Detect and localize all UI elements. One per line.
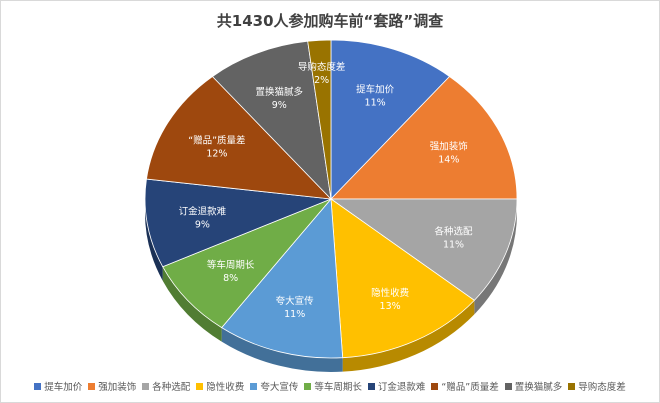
pie-slice-4 xyxy=(330,198,475,359)
legend-item: 各种选配 xyxy=(142,379,190,393)
legend-label: 各种选配 xyxy=(152,382,191,393)
chart-title: 共1430人参加购车前“套路”调查 xyxy=(216,12,444,30)
slice-value-label-3: 11% xyxy=(443,240,464,251)
pie-slice-8 xyxy=(146,75,333,200)
slice-category-label-6: 等车周期长 xyxy=(207,259,255,271)
slice-value-label-6: 8% xyxy=(223,273,238,284)
pie-slice-5 xyxy=(221,197,344,359)
pie-side-walls xyxy=(145,199,517,372)
legend-item: 夸大宣传 xyxy=(250,379,298,393)
legend-swatch xyxy=(304,382,312,390)
slice-category-label-5: 夸大宣传 xyxy=(276,295,315,307)
pie-side-6 xyxy=(162,266,222,342)
pie-slice-9 xyxy=(211,40,332,201)
legend-item: 等车周期长 xyxy=(304,379,362,393)
legend-item: “赠品”质量差 xyxy=(431,379,499,393)
legend-swatch xyxy=(142,382,150,390)
pie-slice-1 xyxy=(330,39,451,200)
pie-slice-2 xyxy=(330,75,518,200)
slice-category-label-4: 隐性收费 xyxy=(371,287,409,299)
legend-item: 提车加价 xyxy=(34,379,82,393)
slice-value-label-5: 11% xyxy=(284,309,305,320)
legend-swatch xyxy=(568,382,576,390)
legend-item: 导购态度差 xyxy=(568,379,626,393)
legend-label: 订金退款难 xyxy=(377,382,426,393)
legend-swatch xyxy=(250,382,258,390)
pie-slice-3 xyxy=(329,198,518,301)
pie-slice-7 xyxy=(144,178,332,268)
slice-category-label-7: 订金退款难 xyxy=(179,205,227,217)
legend-label: 等车周期长 xyxy=(314,382,362,393)
slice-value-label-7: 9% xyxy=(195,219,210,230)
slice-category-label-3: 各种选配 xyxy=(434,226,473,238)
legend-swatch xyxy=(367,382,375,390)
pie-slice-10 xyxy=(307,39,332,200)
legend-label: 提车加价 xyxy=(44,382,83,393)
legend-swatch xyxy=(196,382,204,390)
slice-category-label-9: 置换猫腻多 xyxy=(256,86,304,98)
slice-value-label-2: 14% xyxy=(438,155,459,166)
slice-value-label-4: 13% xyxy=(380,301,401,312)
slice-value-label-8: 12% xyxy=(206,148,227,159)
legend-swatch xyxy=(88,382,96,390)
slice-category-label-10: 导购态度差 xyxy=(298,61,346,73)
slice-value-label-9: 9% xyxy=(272,100,287,111)
legend-label: 导购态度差 xyxy=(578,382,626,393)
legend-item: 强加装饰 xyxy=(88,379,136,393)
pie-slice-6 xyxy=(162,198,332,329)
slice-value-label-1: 11% xyxy=(365,97,386,108)
chart-legend: 提车加价 强加装饰 各种选配 隐性收费 夸大宣传 等车周期长 订金退款难 “赠品”质量差 置换猫… xyxy=(1,379,659,393)
legend-item: 隐性收费 xyxy=(196,379,244,393)
pie-side-4 xyxy=(342,300,475,372)
pie-side-7 xyxy=(145,199,163,281)
legend-label: 隐性收费 xyxy=(206,382,245,393)
legend-label: 强加装饰 xyxy=(98,382,137,393)
legend-swatch xyxy=(504,382,512,390)
pie-side-3 xyxy=(474,199,517,315)
slice-category-label-8: “赠品”质量差 xyxy=(188,134,245,146)
legend-swatch xyxy=(34,382,42,390)
legend-label: “赠品”质量差 xyxy=(441,382,499,393)
slice-category-label-2: 强加装饰 xyxy=(430,141,468,153)
slice-value-label-10: 2% xyxy=(314,75,329,86)
legend-swatch xyxy=(431,382,439,390)
legend-item: 置换猫腻多 xyxy=(504,379,563,393)
pie-side-5 xyxy=(221,327,343,372)
slice-category-label-1: 提车加价 xyxy=(356,83,395,95)
legend-label: 置换猫腻多 xyxy=(514,382,563,393)
legend-item: 订金退款难 xyxy=(367,379,426,393)
legend-label: 夸大宣传 xyxy=(260,382,299,393)
